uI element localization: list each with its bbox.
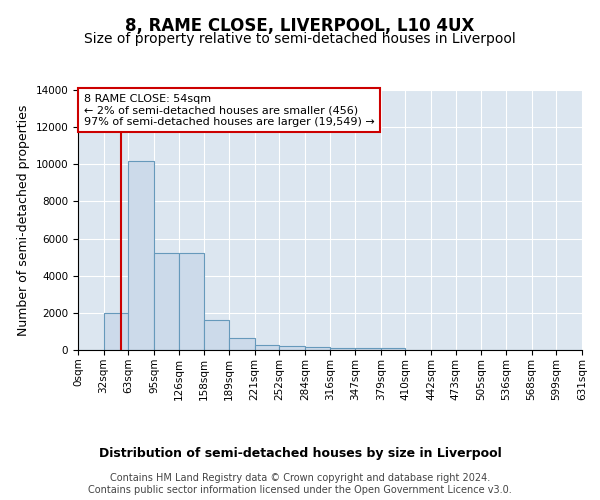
Bar bbox=[355, 348, 381, 350]
Bar bbox=[331, 348, 355, 350]
Text: Size of property relative to semi-detached houses in Liverpool: Size of property relative to semi-detach… bbox=[84, 32, 516, 46]
Y-axis label: Number of semi-detached properties: Number of semi-detached properties bbox=[17, 104, 30, 336]
Bar bbox=[204, 320, 229, 350]
Bar bbox=[305, 347, 331, 350]
Text: Contains HM Land Registry data © Crown copyright and database right 2024.
Contai: Contains HM Land Registry data © Crown c… bbox=[88, 474, 512, 495]
Bar bbox=[179, 254, 204, 350]
Text: 8, RAME CLOSE, LIVERPOOL, L10 4UX: 8, RAME CLOSE, LIVERPOOL, L10 4UX bbox=[125, 18, 475, 36]
Bar bbox=[128, 160, 154, 350]
Bar bbox=[229, 338, 254, 350]
Bar bbox=[381, 348, 406, 350]
Bar bbox=[254, 345, 279, 350]
Bar bbox=[279, 346, 305, 350]
Text: 8 RAME CLOSE: 54sqm
← 2% of semi-detached houses are smaller (456)
97% of semi-d: 8 RAME CLOSE: 54sqm ← 2% of semi-detache… bbox=[83, 94, 374, 127]
Text: Distribution of semi-detached houses by size in Liverpool: Distribution of semi-detached houses by … bbox=[98, 448, 502, 460]
Bar bbox=[154, 254, 179, 350]
Bar bbox=[104, 313, 128, 350]
